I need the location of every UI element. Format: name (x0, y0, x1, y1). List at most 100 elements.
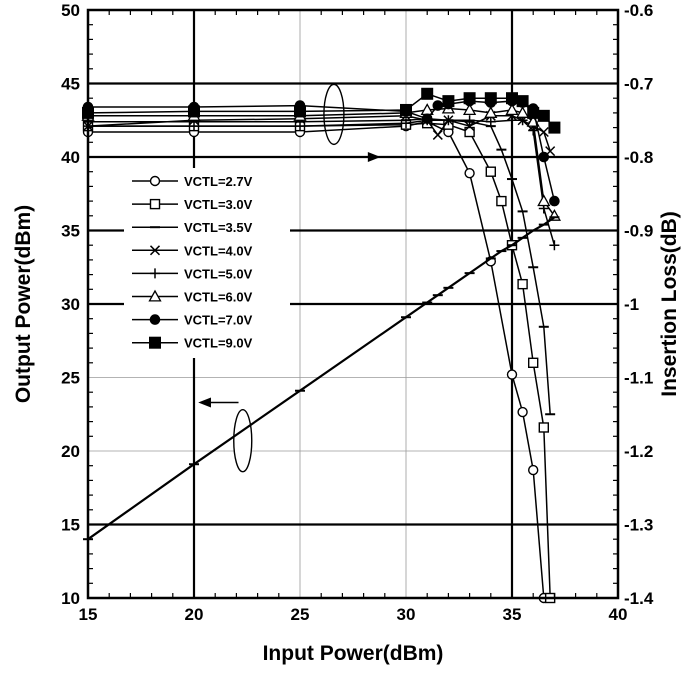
legend-entry: VCTL=2.7V (132, 174, 253, 189)
data-point (517, 278, 528, 290)
y2-tick-label: -1.1 (624, 369, 653, 388)
data-point (432, 129, 443, 140)
data-point (401, 118, 411, 129)
y-tick-label: 25 (61, 369, 80, 388)
legend-marker (149, 314, 161, 325)
data-point (506, 369, 518, 380)
y2-tick-label: -1.4 (624, 589, 654, 608)
y2-tick-label: -0.7 (624, 75, 653, 94)
legend-entry: VCTL=3.5V (132, 220, 253, 235)
data-point (515, 106, 530, 118)
data-point (537, 194, 551, 207)
data-point (516, 95, 529, 108)
legend-label: VCTL=2.7V (184, 174, 253, 189)
data-point (538, 126, 549, 138)
y2-tick-label: -1 (624, 295, 639, 314)
data-point (463, 92, 476, 105)
y-tick-label: 45 (61, 75, 80, 94)
data-point (528, 464, 539, 476)
legend-label: VCTL=3.5V (184, 220, 253, 235)
legend-entry: VCTL=5.0V (132, 266, 253, 281)
data-point (400, 103, 412, 116)
y2-tick-label: -0.8 (624, 148, 653, 167)
legend-marker (150, 268, 160, 279)
legend-label: VCTL=5.0V (184, 266, 253, 281)
data-point (464, 167, 475, 179)
data-point (517, 406, 528, 418)
output-power-series (83, 216, 560, 541)
data-point (549, 195, 560, 207)
y2-tick-label: -0.6 (624, 1, 653, 20)
data-point (537, 109, 550, 122)
legend: VCTL=2.7V VCTL=3.0V VCTL=3.5V VCTL=4.0V VCTL… (124, 168, 290, 358)
y-axis-title: Output Power(dBm) (12, 205, 35, 403)
data-point (421, 87, 434, 100)
data-point (421, 113, 433, 125)
data-point (464, 121, 475, 132)
y-tick-label: 20 (61, 442, 80, 461)
data-point (506, 92, 518, 105)
data-point (538, 151, 550, 163)
y-tick-label: 30 (61, 295, 80, 314)
plot-frame (86, 8, 620, 600)
data-point (443, 115, 454, 126)
left-axis-indicator-ellipse (233, 409, 253, 473)
legend-marker (149, 198, 161, 210)
data-point (496, 195, 507, 207)
right-axis-arrowhead (367, 152, 381, 162)
data-point (485, 116, 496, 127)
y-tick-label: 10 (61, 589, 80, 608)
x-tick-label: 40 (609, 605, 628, 624)
legend-marker (149, 245, 161, 256)
y2-tick-label: -1.3 (624, 516, 653, 535)
y-tick-label: 50 (61, 1, 80, 20)
x-tick-label: 35 (503, 605, 522, 624)
data-point (484, 106, 498, 118)
y-tick-label: 15 (61, 516, 80, 535)
y-tick-label: 35 (61, 222, 80, 241)
data-point (548, 121, 561, 134)
x-tick-label: 25 (291, 605, 310, 624)
legend-entry: VCTL=4.0V (132, 243, 253, 258)
legend-label: VCTL=7.0V (184, 313, 253, 328)
tick-label-layer: 15 20 25 30 35 40101520253035404550-1.4-1.3-1… (61, 1, 654, 624)
y2-tick-label: -1.2 (624, 442, 653, 461)
data-point (527, 106, 540, 119)
y2-axis-title: Insertion Loss(dB) (658, 211, 681, 397)
legend-entry: VCTL=7.0V (132, 313, 253, 328)
series-8 (82, 87, 561, 134)
x-tick-label: 20 (185, 605, 204, 624)
legend-label: VCTL=3.0V (184, 197, 253, 212)
series-layer (81, 87, 562, 604)
data-point (188, 105, 200, 118)
data-point (549, 240, 560, 251)
data-point (507, 115, 517, 126)
legend-marker (149, 175, 161, 187)
legend-label: VCTL=4.0V (184, 243, 253, 258)
data-point (462, 103, 477, 116)
data-point (464, 126, 475, 138)
y-tick-label: 40 (61, 148, 80, 167)
data-point (294, 105, 306, 118)
data-point (295, 121, 305, 132)
legend-entry: VCTL=9.0V (132, 336, 253, 351)
y2-tick-label: -0.9 (624, 222, 653, 241)
x-axis-title: Input Power(dBm) (263, 642, 444, 665)
series-line (88, 118, 551, 415)
data-point (442, 95, 455, 108)
data-point (432, 100, 444, 111)
legend-label: VCTL=6.0V (184, 290, 253, 305)
data-point (505, 103, 519, 116)
legend-label: VCTL=9.0V (184, 336, 253, 351)
data-point (528, 357, 539, 368)
legend-entry: VCTL=3.0V (132, 197, 253, 212)
data-point (538, 422, 549, 433)
series-line (88, 120, 545, 599)
data-point (464, 115, 475, 126)
data-point (189, 121, 199, 132)
legend-marker (148, 289, 162, 302)
legend-entry: VCTL=6.0V (132, 290, 253, 305)
data-point (484, 92, 497, 105)
